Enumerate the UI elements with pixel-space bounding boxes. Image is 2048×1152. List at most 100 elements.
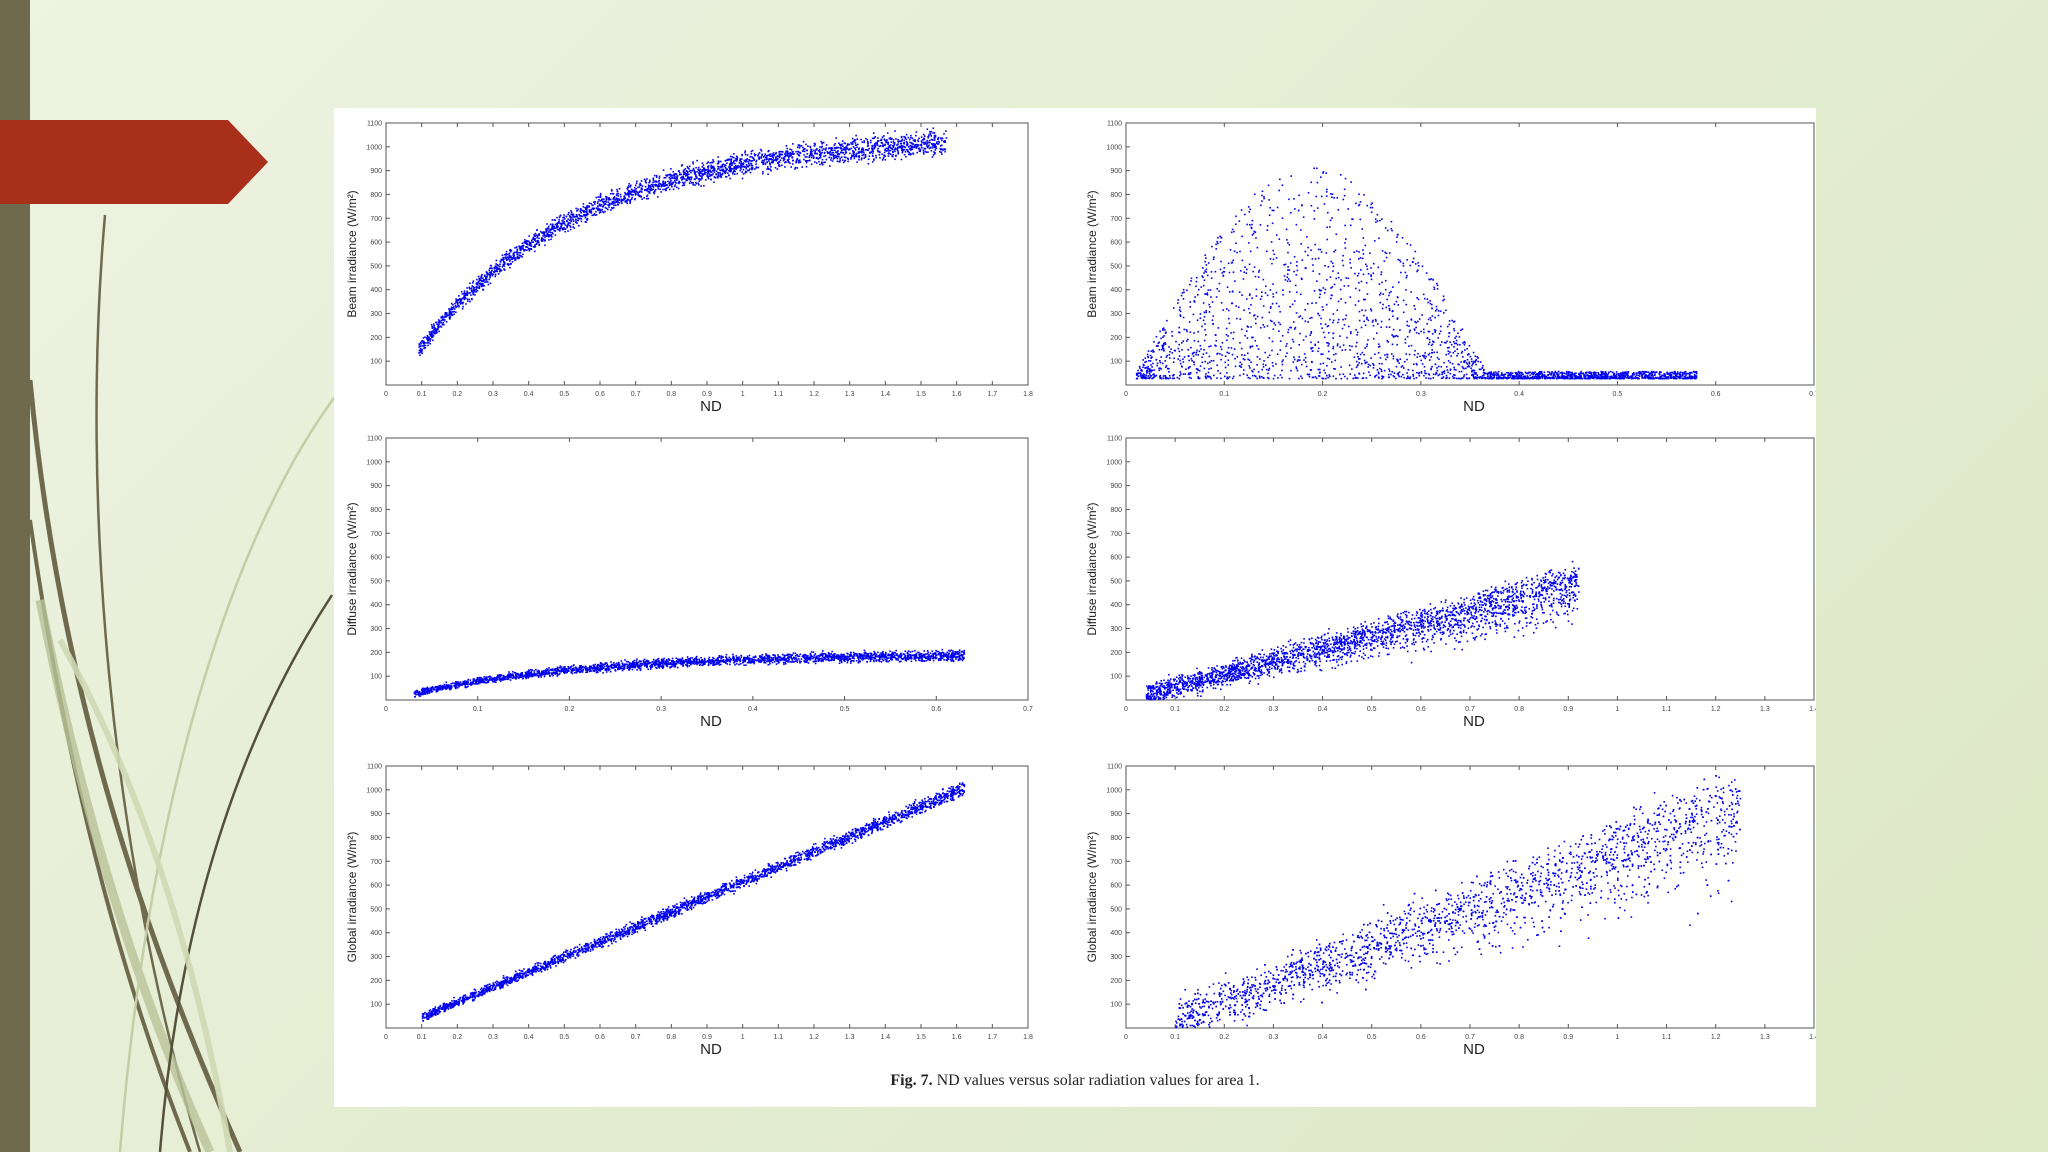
scatter-point [1527, 371, 1530, 374]
scatter-point [853, 153, 855, 156]
scatter-point [1145, 360, 1148, 363]
scatter-point [533, 250, 536, 253]
scatter-point [1234, 357, 1236, 360]
scatter-point [500, 269, 503, 272]
scatter-point [1579, 375, 1581, 377]
scatter-point [707, 168, 710, 171]
scatter-point [1387, 376, 1390, 379]
scatter-point [1197, 377, 1200, 380]
scatter-point [1210, 271, 1213, 273]
scatter-point [1256, 315, 1259, 318]
scatter-point [1383, 260, 1386, 262]
scatter-point [1608, 377, 1611, 380]
scatter-point [675, 182, 677, 184]
scatter-point [704, 173, 706, 176]
scatter-point [536, 242, 538, 245]
scatter-point [1228, 291, 1231, 293]
scatter-point [1318, 372, 1321, 374]
scatter-point [724, 164, 727, 167]
scatter-point [1171, 352, 1174, 354]
scatter-point [1383, 369, 1386, 372]
scatter-point [1255, 237, 1257, 239]
scatter-point [680, 164, 683, 167]
scatter-point [1430, 367, 1432, 370]
scatter-point [675, 178, 678, 181]
y-tick-label: 200 [1110, 335, 1122, 342]
scatter-point [913, 140, 916, 142]
scatter-point [735, 164, 737, 167]
scatter-point [890, 138, 893, 140]
scatter-point [776, 162, 779, 164]
scatter-point [1320, 176, 1322, 178]
scatter-point [565, 215, 568, 218]
scatter-point [873, 147, 875, 149]
scatter-point [1676, 373, 1678, 375]
scatter-point [834, 147, 837, 149]
scatter-point [463, 298, 465, 300]
scatter-point [554, 227, 557, 229]
scatter-point [693, 170, 696, 172]
scatter-point [895, 138, 897, 140]
scatter-point [873, 159, 875, 161]
scatter-point [1151, 377, 1154, 380]
scatter-point [1267, 372, 1269, 375]
scatter-point [1447, 350, 1450, 353]
scatter-point [1398, 375, 1400, 378]
scatter-point [730, 159, 733, 161]
scatter-point [1405, 303, 1408, 306]
scatter-point [1381, 249, 1384, 252]
scatter-point [686, 170, 688, 172]
scatter-point [448, 316, 451, 319]
scatter-point [431, 327, 434, 329]
scatter-point [907, 146, 910, 148]
scatter-point [708, 173, 711, 175]
scatter-point [851, 141, 854, 143]
scatter-point [1396, 236, 1398, 238]
scatter-point [1507, 374, 1509, 377]
scatter-point [740, 164, 743, 166]
scatter-point [1265, 250, 1268, 253]
scatter-point [553, 225, 555, 228]
scatter-point [918, 137, 920, 140]
scatter-point [585, 207, 587, 209]
scatter-point [1317, 312, 1319, 315]
scatter-point [617, 195, 620, 197]
scatter-point [1388, 368, 1390, 370]
scatter-point [1618, 377, 1620, 380]
scatter-point [1575, 372, 1577, 374]
scatter-point [1506, 377, 1509, 380]
scatter-point [788, 158, 790, 160]
scatter-point [1179, 371, 1182, 373]
scatter-point [1344, 242, 1346, 244]
scatter-point [1261, 316, 1264, 319]
scatter-point [778, 151, 780, 153]
scatter-point [486, 272, 489, 274]
scatter-point [618, 202, 621, 204]
scatter-point [1189, 305, 1192, 308]
scatter-point [792, 151, 794, 153]
scatter-point [864, 149, 867, 151]
scatter-point [1688, 377, 1690, 379]
scatter-point [1214, 270, 1217, 273]
x-tick-label: 1.7 [987, 391, 997, 398]
scatter-point [557, 222, 559, 224]
scatter-point [1418, 374, 1421, 377]
scatter-point [505, 257, 508, 260]
scatter-point [1424, 372, 1426, 374]
scatter-point [920, 136, 923, 138]
scatter-point [1543, 374, 1546, 376]
scatter-point [1604, 374, 1607, 377]
scatter-point [419, 348, 422, 350]
scatter-point [570, 210, 572, 212]
scatter-point [1182, 316, 1185, 319]
scatter-point [932, 127, 935, 130]
scatter-point [455, 299, 458, 302]
scatter-point [915, 134, 917, 137]
scatter-point [699, 178, 702, 181]
scatter-point [627, 190, 630, 193]
scatter-point [1423, 365, 1426, 368]
scatter-point [570, 211, 573, 214]
scatter-point [639, 182, 642, 185]
scatter-point [1372, 319, 1374, 322]
scatter-point [1653, 377, 1655, 380]
